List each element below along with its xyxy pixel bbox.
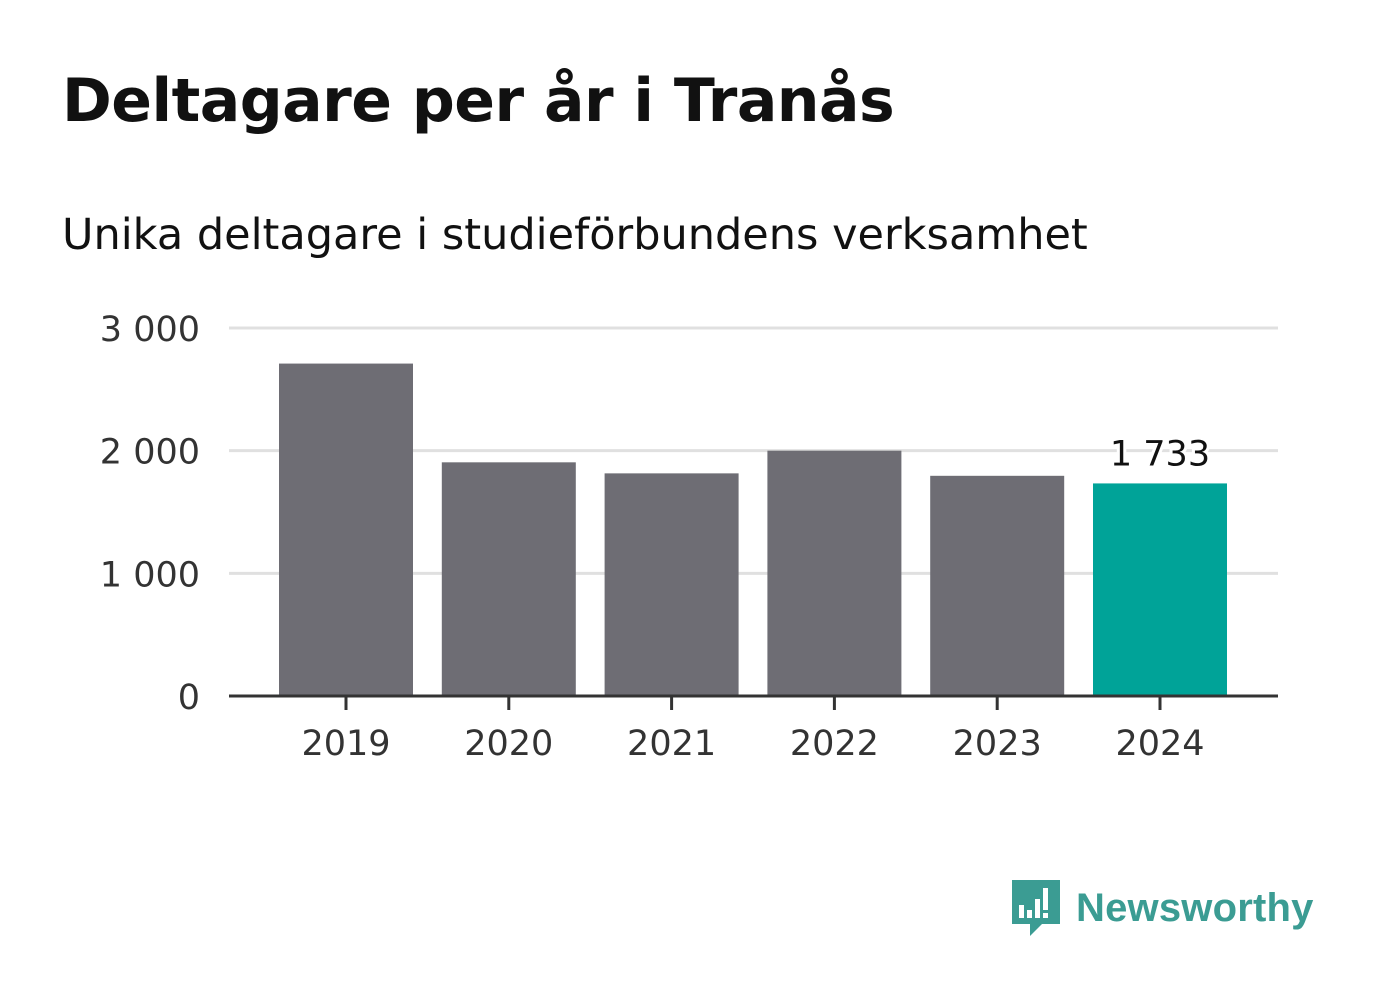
data-label: 1 733 (1110, 434, 1210, 474)
x-axis-ticks: 2019 2020 2021 2022 2023 2024 (301, 696, 1205, 764)
y-tick-label: 3 000 (100, 310, 200, 350)
bar-2021 (604, 473, 739, 696)
y-tick-label: 2 000 (100, 433, 200, 473)
brand-name: Newsworthy (1076, 885, 1314, 930)
bar-2024 (1093, 483, 1227, 696)
brand-logo: Newsworthy (1010, 878, 1314, 938)
bar-2019 (279, 363, 413, 696)
x-tick-label: 2023 (953, 724, 1042, 764)
y-axis-ticks: 0 1 000 2 000 3 000 (100, 310, 200, 718)
chart-title: Deltagare per år i Tranås (62, 66, 895, 136)
x-tick-label: 2021 (627, 724, 716, 764)
bar-2020 (441, 462, 576, 696)
y-tick-label: 0 (178, 678, 200, 718)
x-tick-label: 2019 (301, 724, 390, 764)
bars (279, 363, 1227, 696)
y-tick-label: 1 000 (100, 555, 200, 595)
bar-2022 (767, 450, 902, 696)
x-tick-label: 2020 (464, 724, 553, 764)
data-labels: 1 733 (1107, 431, 1213, 477)
x-tick-label: 2022 (790, 724, 879, 764)
newsworthy-logo-icon (1012, 880, 1060, 936)
bar-2023 (930, 475, 1065, 696)
x-tick-label: 2024 (1115, 724, 1204, 764)
chart-subtitle: Unika deltagare i studieförbundens verks… (62, 210, 1088, 260)
